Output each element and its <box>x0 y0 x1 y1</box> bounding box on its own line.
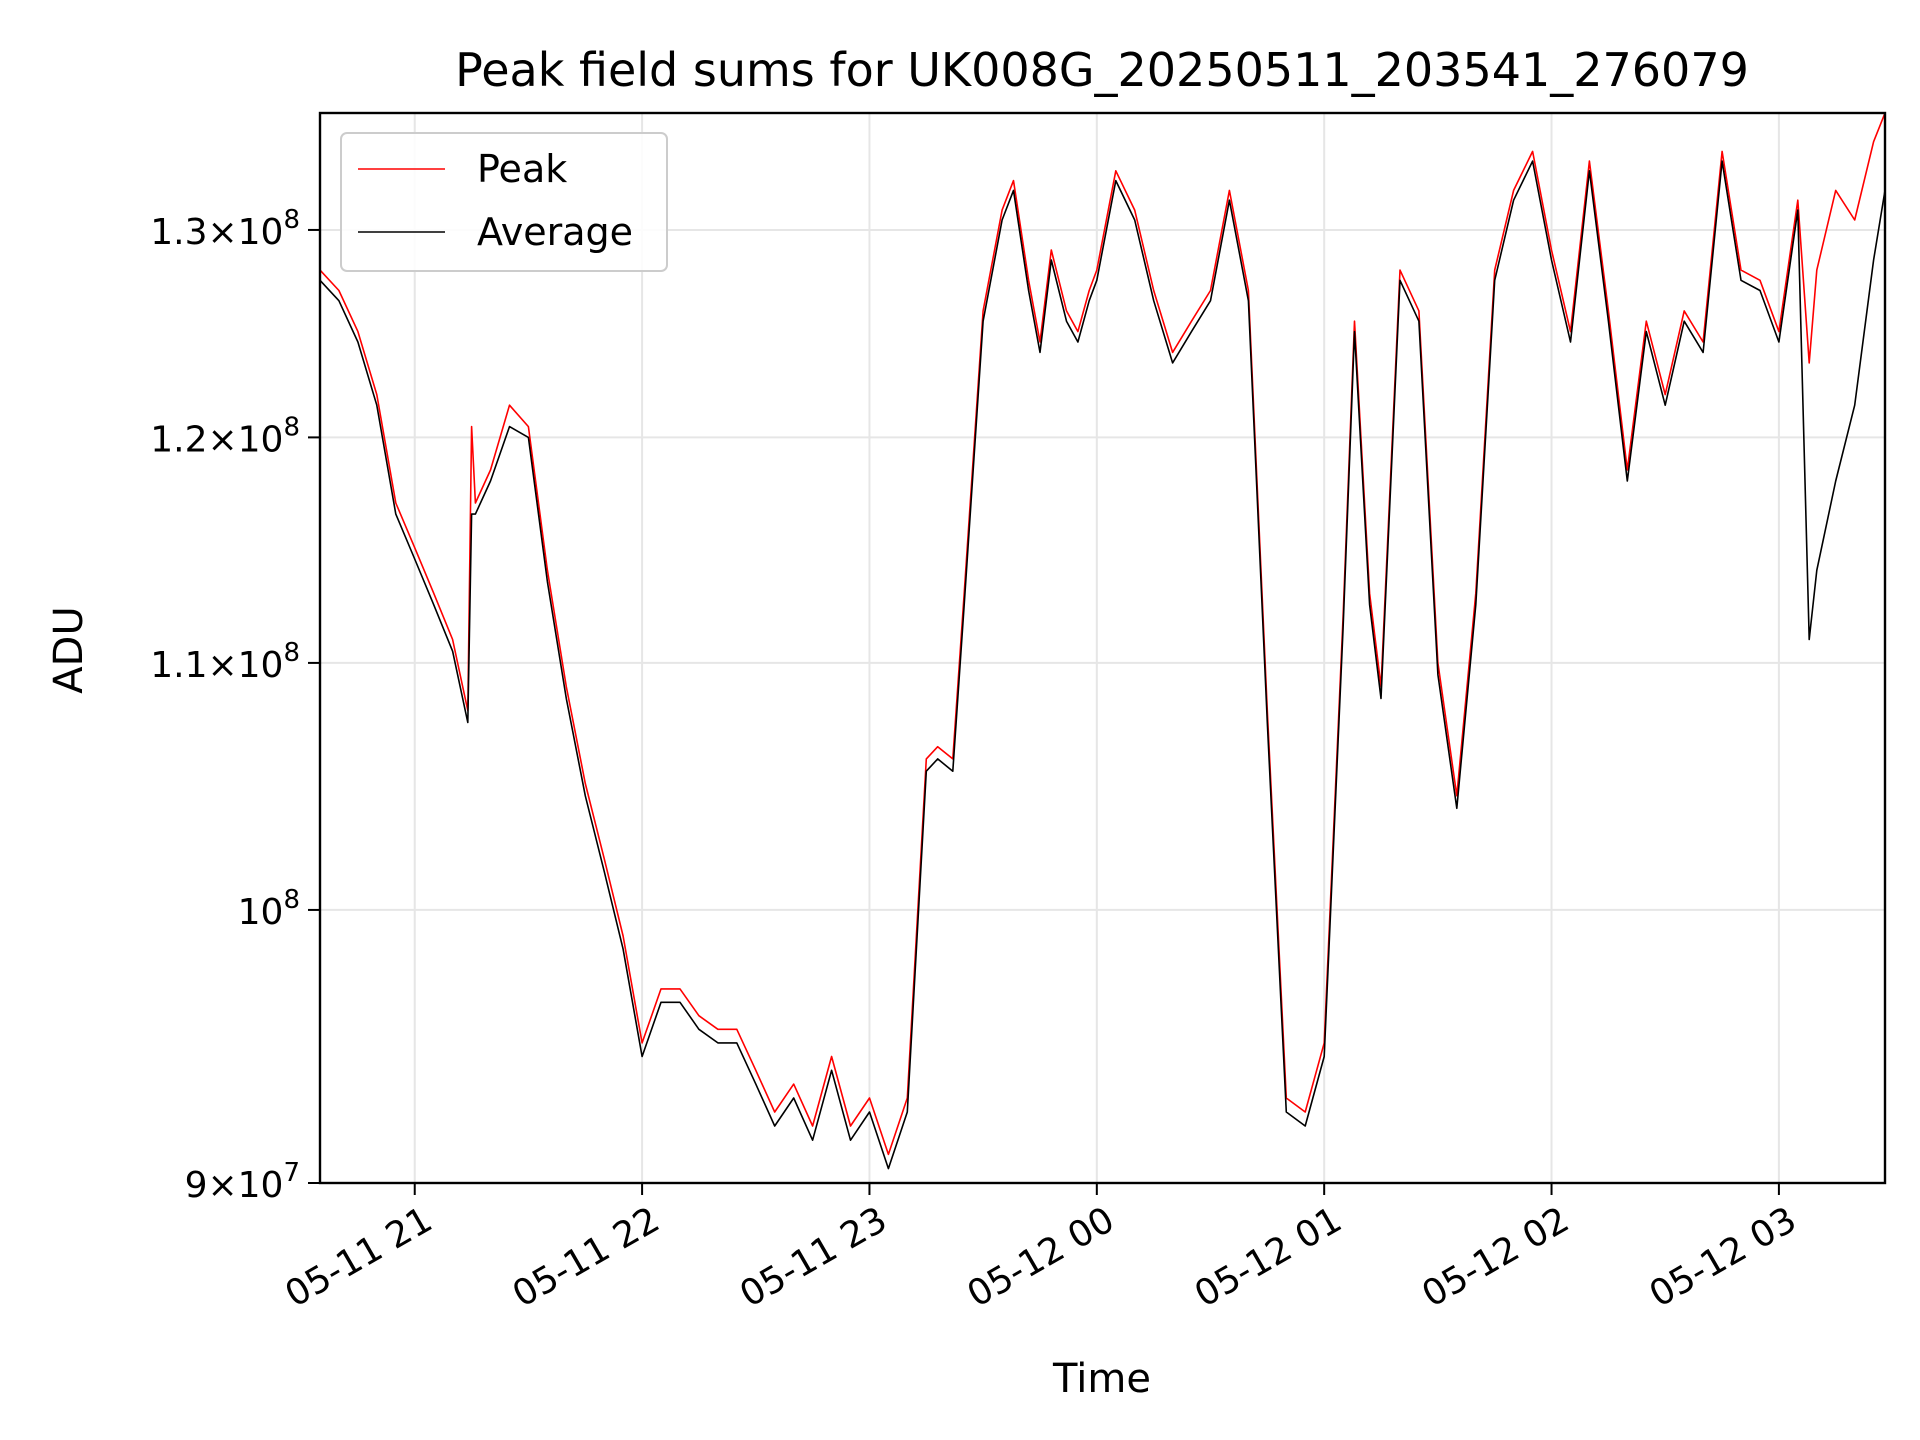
chart-title: Peak field sums for UK008G_20250511_2035… <box>455 43 1749 97</box>
series-line-peak <box>320 113 1885 1156</box>
y-tick-label: 1.1×108 <box>150 638 300 686</box>
y-axis-label: ADU <box>46 606 92 693</box>
y-tick-label: 9×107 <box>185 1158 300 1206</box>
legend: Peak Average <box>340 132 668 272</box>
y-tick-label: 1.3×108 <box>150 205 300 253</box>
series-line-average <box>320 160 1885 1170</box>
legend-box <box>340 132 668 272</box>
y-tick-label: 108 <box>238 885 300 933</box>
plot-area-series <box>320 113 1885 1170</box>
legend-label-peak: Peak <box>477 147 567 191</box>
plot-frame <box>318 111 1887 1185</box>
y-tick-label: 1.2×108 <box>150 412 300 460</box>
x-axis-label: Time <box>1052 1356 1151 1402</box>
legend-label-average: Average <box>477 210 633 254</box>
